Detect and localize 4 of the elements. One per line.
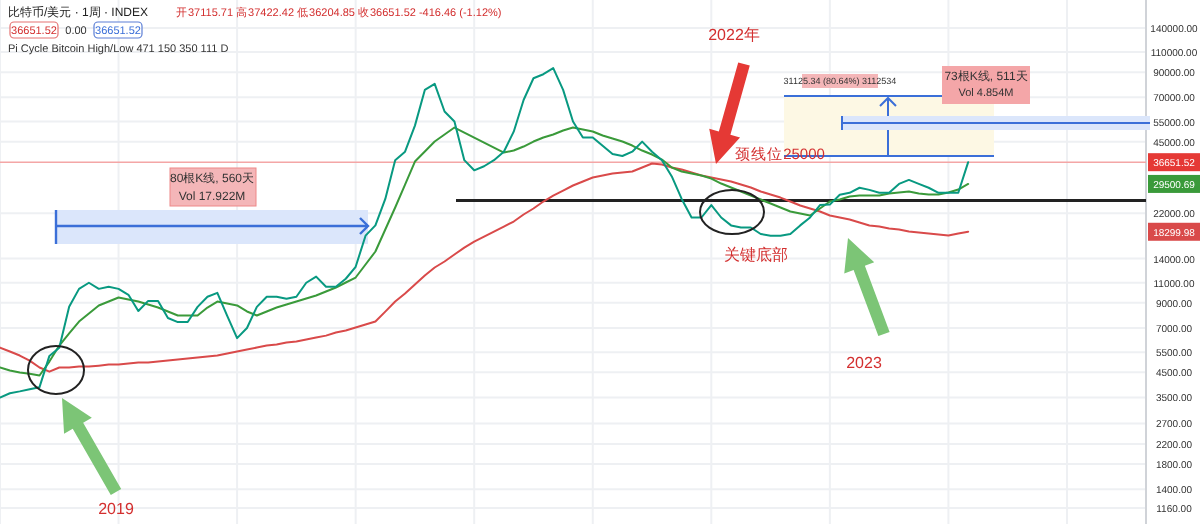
annotation: 2022年 (708, 26, 760, 44)
annotation: 2023 (846, 354, 883, 372)
annotation: 关键底部 (724, 246, 788, 264)
annotation: 2019 (98, 500, 135, 518)
